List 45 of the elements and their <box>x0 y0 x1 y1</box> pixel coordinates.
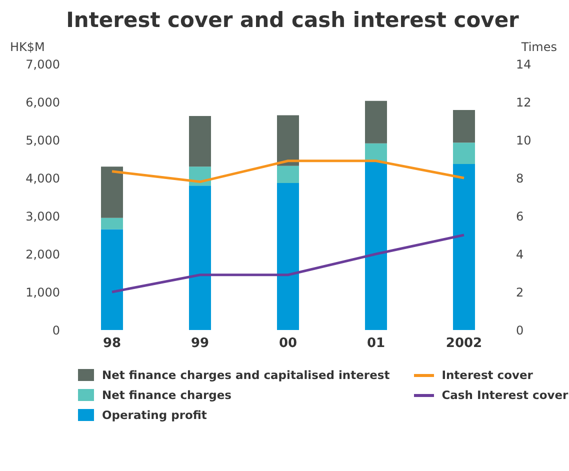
bar <box>453 110 475 143</box>
y2-tick-label: 2 <box>516 285 524 300</box>
y2-tick-label: 0 <box>516 323 524 338</box>
y2-axis-title: Times <box>521 40 557 54</box>
chart-title: Interest cover and cash interest cover <box>65 8 520 32</box>
y2-tick-label: 4 <box>516 247 524 262</box>
legend-label: Net finance charges <box>102 388 232 402</box>
legend-label: Interest cover <box>442 368 533 382</box>
bar <box>365 100 387 144</box>
x-tick-label: 2002 <box>446 336 482 352</box>
bar <box>101 229 123 330</box>
bar <box>101 218 123 230</box>
bar <box>277 115 299 166</box>
bar <box>453 142 475 164</box>
y-tick-label: 3,000 <box>26 209 60 224</box>
line-series <box>110 234 466 294</box>
bar <box>365 143 387 162</box>
x-tick-label: 00 <box>278 336 298 352</box>
line-series <box>110 160 466 184</box>
legend-label: Operating profit <box>102 408 207 422</box>
legend-label: Net finance charges and capitalised interest <box>102 368 390 382</box>
y-tick-label: 5,000 <box>26 133 60 148</box>
legend-label: Cash Interest cover <box>442 388 568 402</box>
bar <box>277 166 299 183</box>
y-axis-title: HK$M <box>10 40 45 54</box>
bar <box>101 166 123 218</box>
bar <box>365 162 387 330</box>
x-tick-label: 01 <box>366 336 386 352</box>
y-tick-label: 6,000 <box>26 95 60 110</box>
y2-tick-label: 14 <box>516 57 532 72</box>
bar <box>277 182 299 330</box>
y-tick-label: 4,000 <box>26 171 60 186</box>
bar <box>189 116 211 167</box>
bar <box>453 164 475 330</box>
bar <box>189 186 211 330</box>
y-tick-label: 2,000 <box>26 247 60 262</box>
y2-tick-label: 6 <box>516 209 524 224</box>
y2-tick-label: 12 <box>516 95 532 110</box>
y2-tick-label: 8 <box>516 171 524 186</box>
y2-tick-label: 10 <box>516 133 532 148</box>
x-tick-label: 99 <box>190 336 210 352</box>
y-tick-label: 0 <box>52 323 60 338</box>
y-tick-label: 7,000 <box>26 57 60 72</box>
x-tick-label: 98 <box>102 336 122 352</box>
y-tick-label: 1,000 <box>26 285 60 300</box>
